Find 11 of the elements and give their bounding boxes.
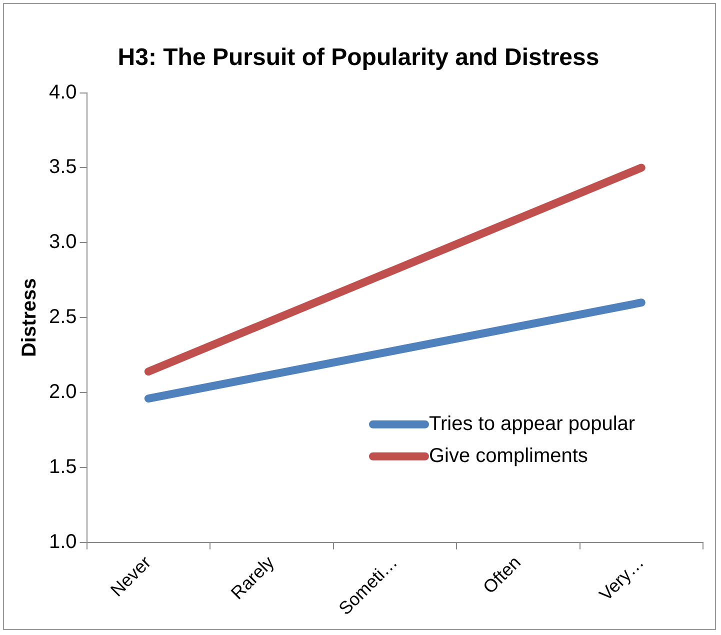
y-tick-label: 4.0 <box>48 81 77 104</box>
y-tick-label: 1.5 <box>48 456 77 478</box>
y-tick-label: 2.0 <box>48 381 77 404</box>
chart-title: H3: The Pursuit of Popularity and Distress <box>118 44 600 72</box>
y-tick-label: 1.0 <box>48 530 77 553</box>
y-tick-label: 3.0 <box>48 231 77 254</box>
legend-label: Give compliments <box>429 444 588 467</box>
y-tick-label: 3.5 <box>48 156 77 178</box>
legend-label: Tries to appear popular <box>429 412 636 435</box>
y-tick-label: 2.5 <box>48 306 77 328</box>
y-axis-title: Distress <box>18 278 41 358</box>
